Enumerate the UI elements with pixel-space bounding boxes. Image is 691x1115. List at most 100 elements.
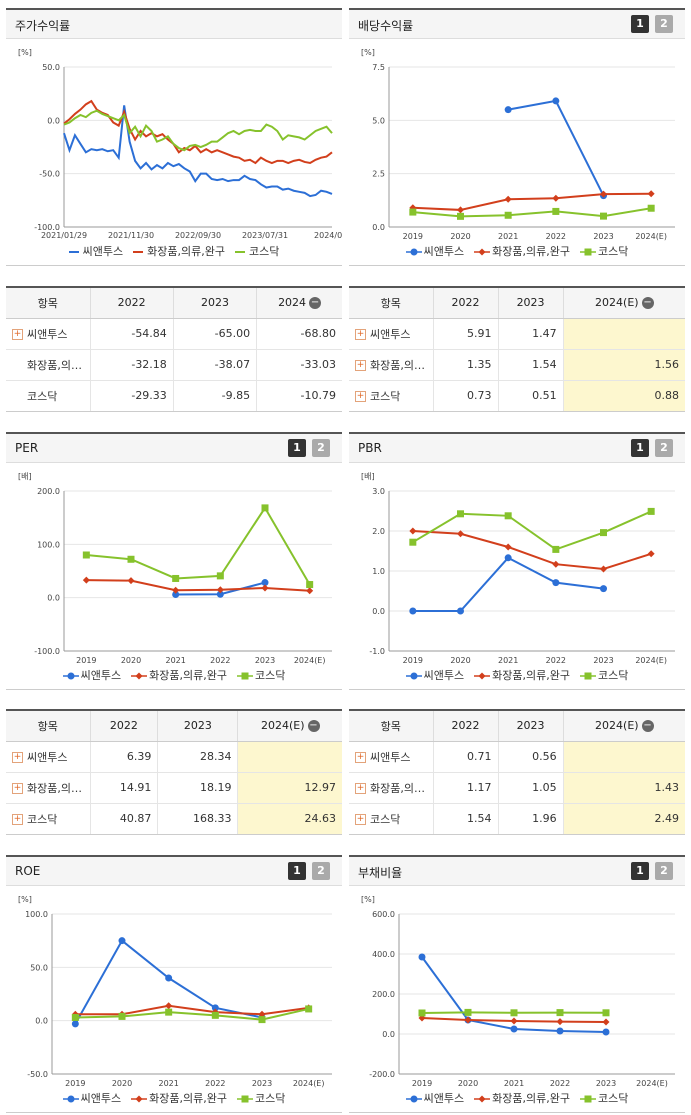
- expand-plus-icon[interactable]: +: [355, 752, 366, 763]
- data-point-cosmetics: [457, 530, 464, 538]
- legend-item-ssnt[interactable]: 씨앤투스: [62, 1090, 121, 1106]
- x-tick-label: 2019: [403, 656, 423, 665]
- table-row: 화장품,의… -32.18 -38.07 -33.03: [6, 349, 342, 381]
- data-point-ssnt: [261, 579, 269, 587]
- legend-swatch: [62, 1095, 79, 1103]
- data-point-cosmetics: [306, 587, 314, 595]
- y-tick-label: 1.0: [372, 567, 385, 576]
- series-line-kosdaq: [86, 505, 311, 586]
- expand-plus-icon[interactable]: +: [355, 783, 366, 794]
- legend-label: 씨앤투스: [82, 245, 124, 258]
- legend-item-cosmetics[interactable]: 화장품,의류,완구: [474, 667, 570, 683]
- x-tick-label: 2024(E): [635, 656, 667, 665]
- table-cell: -29.33: [89, 380, 174, 411]
- page-2-button[interactable]: 2: [655, 862, 673, 880]
- expand-plus-icon[interactable]: +: [12, 752, 23, 763]
- y-tick-label: 0.0: [47, 116, 60, 125]
- row-label[interactable]: + 씨앤투스: [349, 318, 433, 350]
- expand-plus-icon[interactable]: +: [12, 329, 23, 340]
- row-label[interactable]: + 화장품,의…: [6, 772, 90, 804]
- legend-item-kosdaq[interactable]: 코스닥: [579, 667, 628, 683]
- table-cell: 1.56: [562, 349, 685, 381]
- data-point-ssnt: [552, 97, 560, 105]
- legend-swatch: [62, 672, 79, 680]
- legend-item-cosmetics[interactable]: 화장품,의류,완구: [474, 243, 570, 259]
- legend-item-ssnt[interactable]: 씨앤투스: [405, 1090, 465, 1106]
- legend-item-kosdaq[interactable]: 코스닥: [236, 667, 285, 683]
- collapse-icon[interactable]: −: [641, 720, 654, 733]
- row-label[interactable]: + 코스닥: [349, 380, 433, 411]
- panel-header: 주가수익률: [6, 10, 342, 39]
- row-label[interactable]: + 씨앤투스: [349, 741, 433, 773]
- data-point-ssnt: [504, 106, 512, 114]
- page-1-button[interactable]: 1: [631, 15, 649, 33]
- legend-item-ssnt[interactable]: 씨앤투스: [62, 667, 121, 683]
- row-label-text: 코스닥: [27, 389, 58, 403]
- expand-plus-icon[interactable]: +: [12, 814, 23, 826]
- data-point-kosdaq: [510, 1009, 518, 1017]
- legend-item-ssnt[interactable]: 씨앤투스: [68, 243, 124, 259]
- x-tick-label: 2019: [403, 232, 423, 241]
- row-label[interactable]: + 화장품,의…: [349, 349, 433, 381]
- row-label-text: 화장품,의…: [27, 358, 82, 372]
- legend-item-kosdaq[interactable]: 코스닥: [234, 243, 279, 259]
- y-tick-label: 0.0: [47, 594, 60, 603]
- page-2-button[interactable]: 2: [312, 439, 330, 457]
- legend-item-cosmetics[interactable]: 화장품,의류,완구: [131, 1090, 227, 1106]
- table-row: + 화장품,의… 1.35 1.54 1.56: [349, 349, 685, 381]
- column-header: 2022: [432, 288, 499, 319]
- row-label[interactable]: + 씨앤투스: [6, 741, 90, 773]
- table-cell: 1.35: [432, 349, 499, 381]
- data-point-ssnt: [600, 585, 607, 593]
- chart-dividend-yield: [%] 7.5 5.0 2.5 0.0 2019 2020 2021 2022 2023 2024(…: [361, 48, 675, 241]
- x-tick-label: 2021: [498, 656, 518, 665]
- table-cell: 1.05: [497, 772, 564, 804]
- series-line-kosdaq: [63, 109, 333, 152]
- legend-item-cosmetics[interactable]: 화장품,의류,완구: [474, 1090, 570, 1106]
- x-tick-label: 2021: [158, 1079, 178, 1088]
- page-2-button[interactable]: 2: [655, 15, 673, 33]
- legend-item-ssnt[interactable]: 씨앤투스: [405, 667, 464, 683]
- table-cell: 28.34: [157, 741, 238, 773]
- table-cell: [562, 318, 685, 350]
- collapse-icon[interactable]: −: [309, 297, 322, 310]
- page-1-button[interactable]: 1: [631, 862, 649, 880]
- legend-item-cosmetics[interactable]: 화장품,의류,완구: [131, 667, 227, 683]
- expand-plus-icon[interactable]: +: [355, 329, 366, 340]
- legend-item-kosdaq[interactable]: 코스닥: [236, 1090, 285, 1106]
- collapse-icon[interactable]: −: [307, 720, 320, 733]
- table-cell: 24.63: [237, 803, 342, 834]
- chart-per: [배] 200.0 100.0 0.0 -100.0 2019 2020 2021 2022 20…: [18, 472, 332, 665]
- expand-plus-icon[interactable]: +: [355, 391, 366, 403]
- legend-marker: [67, 672, 75, 680]
- page-1-button[interactable]: 1: [631, 439, 649, 457]
- row-label[interactable]: + 씨앤투스: [6, 318, 90, 350]
- panel-header: 배당수익률 1 2: [349, 10, 685, 39]
- legend-marker: [478, 672, 486, 680]
- page-1-button[interactable]: 1: [288, 439, 306, 457]
- row-label[interactable]: + 코스닥: [6, 803, 90, 834]
- legend-marker: [241, 1095, 249, 1103]
- table-header-row: 항목 2022 2023 2024−: [6, 288, 342, 319]
- legend-label: 씨앤투스: [423, 1092, 465, 1105]
- row-label[interactable]: + 화장품,의…: [349, 772, 433, 804]
- series-line-ssnt: [63, 105, 333, 198]
- expand-plus-icon[interactable]: +: [12, 783, 23, 794]
- x-tick-label: 2020: [450, 656, 470, 665]
- data-point-kosdaq: [216, 572, 224, 580]
- page-2-button[interactable]: 2: [312, 862, 330, 880]
- x-tick-label: 2020: [121, 656, 141, 665]
- data-point-kosdaq: [418, 1009, 426, 1017]
- expand-plus-icon[interactable]: +: [355, 814, 366, 826]
- row-label[interactable]: + 코스닥: [349, 803, 433, 834]
- legend-swatch: [68, 251, 79, 253]
- legend-item-cosmetics[interactable]: 화장품,의류,완구: [133, 243, 225, 259]
- legend-item-kosdaq[interactable]: 코스닥: [579, 243, 628, 259]
- axis-unit-label: [%]: [18, 895, 32, 904]
- page-2-button[interactable]: 2: [655, 439, 673, 457]
- collapse-icon[interactable]: −: [641, 297, 654, 310]
- legend-item-ssnt[interactable]: 씨앤투스: [405, 243, 464, 259]
- expand-plus-icon[interactable]: +: [355, 360, 366, 371]
- legend-item-kosdaq[interactable]: 코스닥: [579, 1090, 628, 1106]
- page-1-button[interactable]: 1: [288, 862, 306, 880]
